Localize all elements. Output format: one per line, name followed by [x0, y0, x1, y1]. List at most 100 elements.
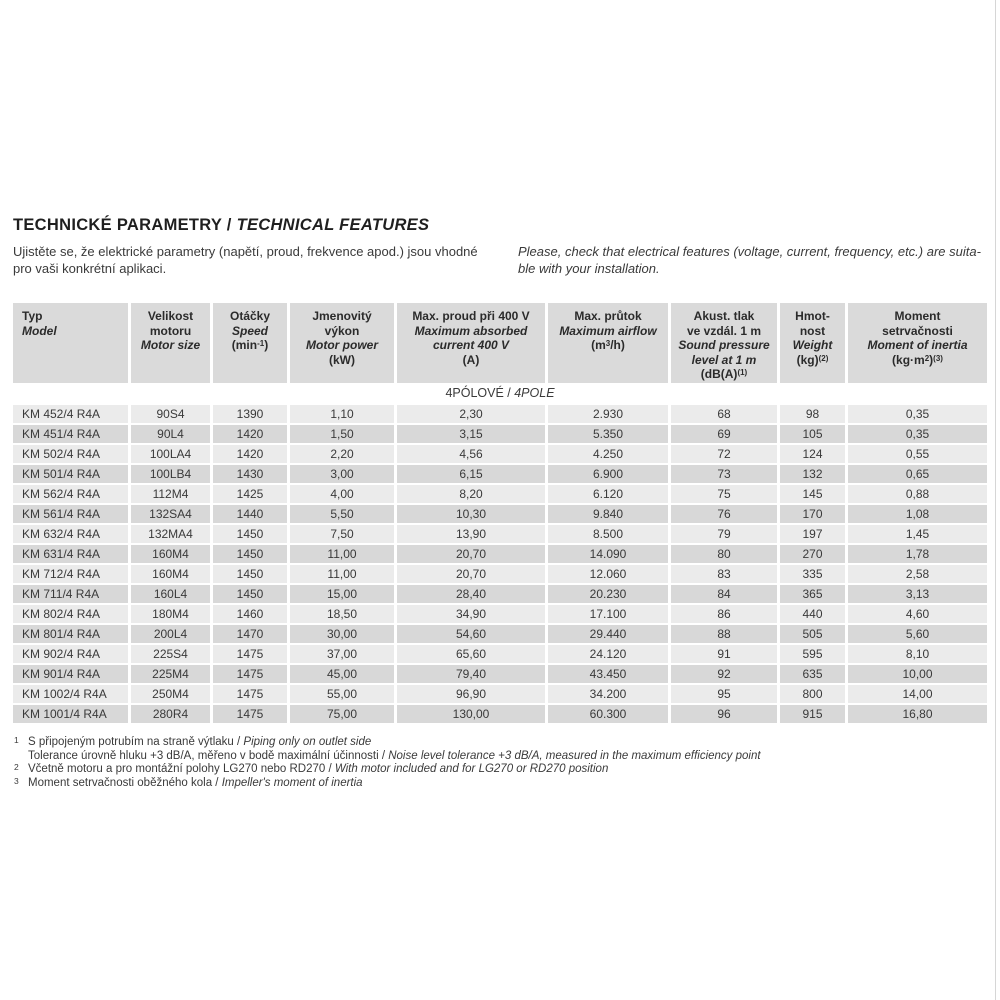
cell-tlak-row16: 96: [671, 705, 777, 723]
cell-proud-row4: 6,15: [397, 465, 545, 483]
cell-hmotnost-row13: 595: [780, 645, 845, 663]
cell-otacky-row16: 1475: [213, 705, 287, 723]
footnote-marker: 2: [14, 762, 19, 772]
column-header-cz-line: Akust. tlak: [693, 309, 755, 323]
cell-velikost-row8: 160M4: [131, 545, 210, 563]
cell-hmotnost-row15: 800: [780, 685, 845, 703]
cell-proud-row13: 65,60: [397, 645, 545, 663]
cell-otacky-row8: 1450: [213, 545, 287, 563]
cell-hmotnost-row7: 197: [780, 525, 845, 543]
cell-prutok-row3: 4.250: [548, 445, 668, 463]
column-header-en-line: Weight: [792, 338, 833, 352]
cell-proud-row16: 130,00: [397, 705, 545, 723]
cell-typ-row12: KM 801/4 R4A: [13, 625, 128, 643]
intro-czech-line1: Ujistěte se, že elektrické parametry (na…: [13, 244, 478, 259]
cell-typ-row15: KM 1002/4 R4A: [13, 685, 128, 703]
cell-proud-row5: 8,20: [397, 485, 545, 503]
cell-otacky-row4: 1430: [213, 465, 287, 483]
column-header-tlak: Akust. tlak ve vzdál. 1 m Sound pressure le…: [671, 303, 777, 383]
cell-proud-row15: 96,90: [397, 685, 545, 703]
column-header-cz-line: Jmenovitý: [312, 309, 372, 323]
cell-tlak-row10: 84: [671, 585, 777, 603]
unit-text: (dB(A): [700, 367, 738, 381]
column-header-en-line: level at 1 m: [691, 352, 757, 367]
intro-czech-line2: pro vaši konkrétní aplikaci.: [13, 260, 167, 276]
cell-otacky-row1: 1390: [213, 405, 287, 423]
cell-tlak-row9: 83: [671, 565, 777, 583]
cell-moment-row5: 0,88: [848, 485, 987, 503]
unit-superscript: (3): [933, 353, 943, 363]
cell-typ-row4: KM 501/4 R4A: [13, 465, 128, 483]
footnote-text-en: Impeller's moment of inertia: [221, 776, 363, 789]
column-header-cz-line: Typ: [22, 309, 43, 323]
unit-superscript: 3: [605, 339, 611, 348]
cell-otacky-row15: 1475: [213, 685, 287, 703]
technical-features-table: Typ Model Velikost motoru Motor size Otáčky Sp…: [13, 303, 987, 723]
column-header-hmotnost: Hmot-nost Weight (kg)(2): [780, 303, 845, 383]
column-header-unit: (A): [463, 353, 480, 367]
column-header-en-line: Sound pressure: [678, 338, 770, 352]
unit-text: (kW): [329, 352, 355, 367]
cell-tlak-row4: 73: [671, 465, 777, 483]
cell-hmotnost-row6: 170: [780, 505, 845, 523]
footnote-text: Včetně motoru a pro montážní polohy LG27…: [28, 763, 608, 777]
column-header-en-line: Moment of inertia: [867, 338, 968, 352]
cell-prutok-row4: 6.900: [548, 465, 668, 483]
column-header-unit: (min-1): [232, 338, 268, 352]
cell-velikost-row5: 112M4: [131, 485, 210, 503]
cell-otacky-row11: 1460: [213, 605, 287, 623]
cell-tlak-row2: 69: [671, 425, 777, 443]
cell-prutok-row13: 24.120: [548, 645, 668, 663]
cell-typ-row14: KM 901/4 R4A: [13, 665, 128, 683]
cell-prutok-row11: 17.100: [548, 605, 668, 623]
cell-typ-row5: KM 562/4 R4A: [13, 485, 128, 503]
cell-velikost-row1: 90S4: [131, 405, 210, 423]
cell-moment-row14: 10,00: [848, 665, 987, 683]
cell-moment-row10: 3,13: [848, 585, 987, 603]
cell-hmotnost-row3: 124: [780, 445, 845, 463]
footnote-text-cz: Moment setrvačnosti oběžného kola /: [28, 776, 222, 789]
cell-tlak-row11: 86: [671, 605, 777, 623]
cell-otacky-row2: 1420: [213, 425, 287, 443]
cell-vykon-row15: 55,00: [290, 685, 394, 703]
footnote-text-en: Noise level tolerance +3 dB/A, measured …: [388, 749, 761, 762]
unit-superscript: (1): [737, 368, 748, 377]
cell-prutok-row15: 34.200: [548, 685, 668, 703]
cell-tlak-row12: 88: [671, 625, 777, 643]
cell-velikost-row11: 180M4: [131, 605, 210, 623]
unit-text: /h): [610, 338, 625, 352]
section-label-cz: 4PÓLOVÉ /: [445, 386, 515, 400]
column-header-en-line: current 400 V: [432, 338, 510, 352]
intro-english-line1: Please, check that electrical features (…: [518, 244, 981, 259]
cell-prutok-row12: 29.440: [548, 625, 668, 643]
column-header-typ: Typ Model: [13, 303, 128, 383]
cell-proud-row9: 20,70: [397, 565, 545, 583]
cell-otacky-row6: 1440: [213, 505, 287, 523]
cell-vykon-row13: 37,00: [290, 645, 394, 663]
unit-superscript: (2): [818, 353, 829, 363]
cell-prutok-row9: 12.060: [548, 565, 668, 583]
cell-velikost-row4: 100LB4: [131, 465, 210, 483]
footnote-marker: 1: [14, 735, 19, 745]
footnote-text-cz: S připojeným potrubím na straně výtlaku …: [28, 736, 244, 748]
cell-proud-row2: 3,15: [397, 425, 545, 443]
footnote-text: Moment setrvačnosti oběžného kola / Impe…: [28, 777, 363, 791]
footnotes: 1 S připojeným potrubím na straně výtlaku…: [14, 735, 974, 791]
cell-otacky-row5: 1425: [213, 485, 287, 503]
cell-vykon-row12: 30,00: [290, 625, 394, 643]
cell-hmotnost-row5: 145: [780, 485, 845, 503]
cell-tlak-row5: 75: [671, 485, 777, 503]
column-header-cz-line: Max. proud při 400 V: [412, 309, 530, 323]
cell-moment-row4: 0,65: [848, 465, 987, 483]
cell-moment-row15: 14,00: [848, 685, 987, 703]
unit-text: (m: [591, 338, 606, 352]
cell-typ-row8: KM 631/4 R4A: [13, 545, 128, 563]
footnote-line-1: 1 S připojeným potrubím na straně výtlaku…: [14, 735, 974, 750]
cell-vykon-row11: 18,50: [290, 605, 394, 623]
cell-otacky-row7: 1450: [213, 525, 287, 543]
cell-typ-row2: KM 451/4 R4A: [13, 425, 128, 443]
footnote-line-3: 2 Včetně motoru a pro montážní polohy LG2…: [14, 762, 974, 777]
cell-moment-row13: 8,10: [848, 645, 987, 663]
cell-vykon-row8: 11,00: [290, 545, 394, 563]
cell-proud-row6: 10,30: [397, 505, 545, 523]
